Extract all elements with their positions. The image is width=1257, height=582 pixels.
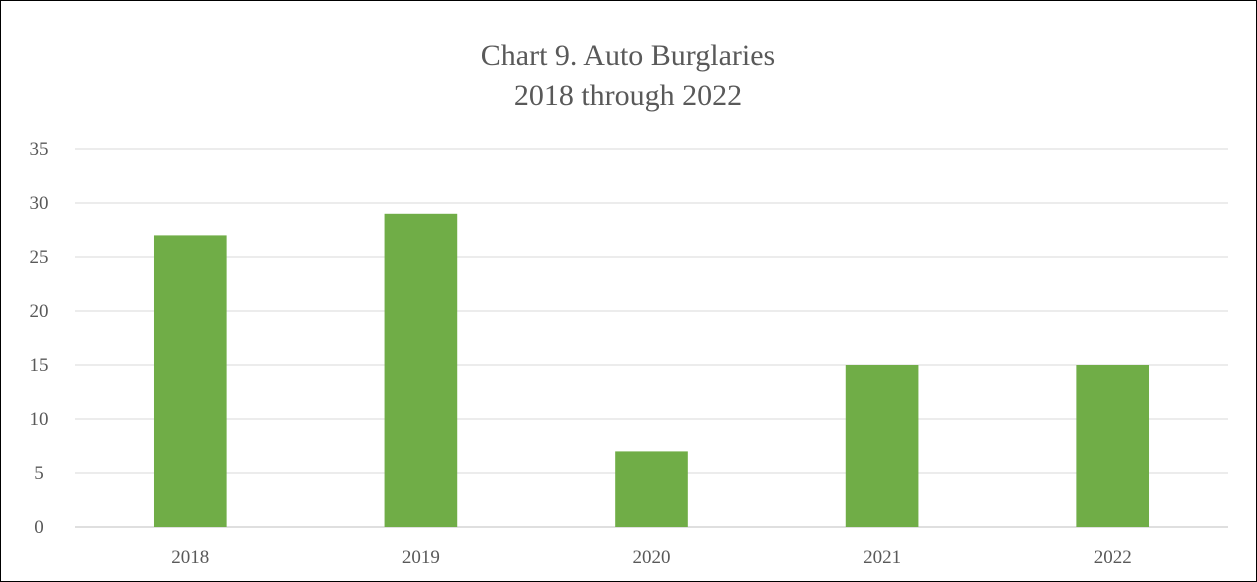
x-tick-label: 2018 (171, 547, 209, 568)
y-tick-label: 20 (30, 301, 49, 322)
gridlines (75, 148, 1228, 528)
y-tick-label: 0 (34, 517, 44, 538)
y-tick-label: 25 (30, 247, 49, 268)
x-tick-label: 2022 (1094, 547, 1132, 568)
y-tick-label: 5 (34, 463, 44, 484)
bar-2021 (845, 365, 919, 527)
y-tick-label: 35 (30, 139, 49, 160)
bar-2022 (1076, 365, 1150, 527)
x-axis-ticks: 2018 2019 2020 2021 2022 (171, 547, 1131, 568)
x-tick-label: 2021 (863, 547, 901, 568)
y-axis-ticks: 0 5 10 15 20 25 30 35 (30, 139, 49, 538)
x-tick-label: 2020 (633, 547, 671, 568)
y-tick-label: 30 (30, 193, 49, 214)
x-tick-label: 2019 (402, 547, 440, 568)
bar-2019 (384, 213, 458, 528)
chart-subtitle: 2018 through 2022 (514, 79, 742, 112)
chart-title: Chart 9. Auto Burglaries (481, 39, 775, 72)
bar-2018 (153, 235, 227, 527)
bar-2020 (615, 451, 688, 527)
bars (153, 213, 1150, 528)
y-tick-label: 15 (30, 355, 49, 376)
y-tick-label: 10 (30, 409, 49, 430)
